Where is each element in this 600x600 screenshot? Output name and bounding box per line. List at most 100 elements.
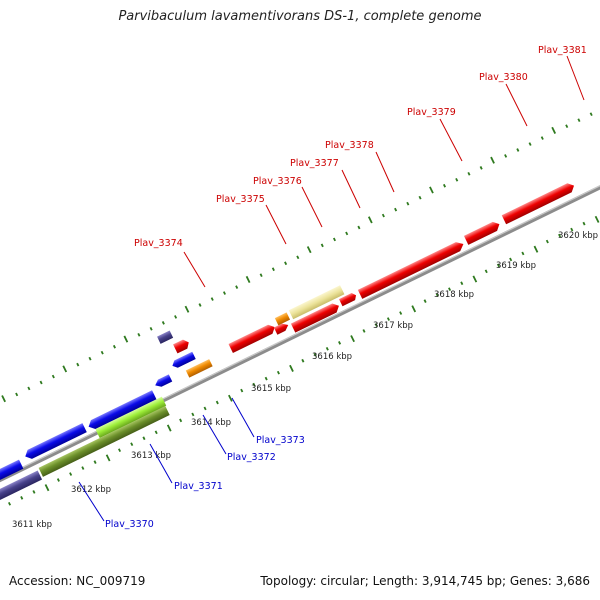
gene-label-plav-3380[interactable]: Plav_3380 bbox=[479, 72, 528, 83]
gene-label-plav-3370[interactable]: Plav_3370 bbox=[105, 519, 154, 530]
gene-arrow-red[interactable] bbox=[357, 239, 466, 299]
leader-line bbox=[439, 118, 463, 162]
gene-arrow-red[interactable] bbox=[463, 220, 502, 245]
minor-tick bbox=[577, 118, 581, 123]
major-tick bbox=[411, 305, 417, 313]
gene-arrow-orange[interactable] bbox=[274, 312, 291, 326]
minor-tick bbox=[51, 374, 55, 379]
minor-tick bbox=[161, 321, 165, 325]
gene-arrow-olive[interactable] bbox=[38, 406, 170, 477]
minor-tick bbox=[149, 327, 153, 331]
minor-tick bbox=[88, 356, 92, 361]
leader-line bbox=[341, 169, 361, 209]
gene-label-plav-3374[interactable]: Plav_3374 bbox=[134, 238, 183, 249]
minor-tick bbox=[345, 231, 349, 236]
minor-tick bbox=[179, 418, 183, 423]
map-title: Parvibaculum lavamentivorans DS-1, compl… bbox=[118, 9, 482, 24]
minor-tick bbox=[130, 442, 134, 447]
minor-tick bbox=[191, 412, 195, 417]
major-tick bbox=[166, 424, 172, 432]
minor-tick bbox=[374, 323, 378, 327]
minor-tick bbox=[301, 358, 305, 363]
accession-text: Accession: NC_009719 bbox=[9, 574, 146, 588]
gene-label-plav-3372[interactable]: Plav_3372 bbox=[227, 452, 276, 463]
minor-tick bbox=[56, 478, 60, 482]
gene-arrow-red[interactable] bbox=[273, 321, 290, 335]
gene-arrow-red[interactable] bbox=[290, 301, 341, 333]
gene-arrow-blue[interactable] bbox=[0, 459, 24, 485]
major-tick bbox=[551, 126, 557, 134]
minor-tick bbox=[460, 281, 464, 286]
gene-arrow-red[interactable] bbox=[501, 181, 576, 225]
gene-arrow-navy[interactable] bbox=[0, 470, 43, 505]
gene-arrow-blue[interactable] bbox=[153, 374, 173, 389]
gene-label-plav-3375[interactable]: Plav_3375 bbox=[216, 194, 265, 205]
gene-label-plav-3376[interactable]: Plav_3376 bbox=[253, 176, 302, 187]
minor-tick bbox=[484, 269, 488, 274]
minor-tick bbox=[582, 221, 586, 226]
major-tick bbox=[429, 186, 434, 194]
gene-arrow-red[interactable] bbox=[338, 292, 358, 307]
minor-tick bbox=[418, 195, 422, 200]
gene-arrow-red[interactable] bbox=[228, 323, 277, 354]
minor-tick bbox=[521, 251, 525, 256]
gene-arrow-orange[interactable] bbox=[185, 359, 213, 378]
kbp-label: 3617 kbp bbox=[373, 321, 413, 331]
minor-tick bbox=[589, 112, 593, 117]
gene-arrow-navy[interactable] bbox=[157, 330, 174, 344]
forward-gene-labels: Plav_3374 Plav_3375 Plav_3376 Plav_3377 … bbox=[134, 45, 587, 288]
major-tick bbox=[245, 275, 251, 283]
gene-label-plav-3373[interactable]: Plav_3373 bbox=[256, 435, 305, 446]
genome-strip bbox=[0, 112, 600, 506]
minor-tick bbox=[93, 460, 97, 464]
leader-line bbox=[301, 186, 323, 228]
minor-tick bbox=[118, 448, 122, 453]
minor-tick bbox=[338, 341, 342, 345]
gene-label-plav-3377[interactable]: Plav_3377 bbox=[290, 158, 339, 169]
gene-label-plav-3381[interactable]: Plav_3381 bbox=[538, 45, 587, 56]
minor-tick bbox=[8, 502, 12, 506]
minor-tick bbox=[442, 183, 447, 188]
minor-tick bbox=[222, 291, 226, 295]
major-tick bbox=[472, 275, 478, 283]
leader-line bbox=[265, 204, 287, 245]
gene-arrow-blue[interactable] bbox=[86, 390, 157, 431]
gene-arrow-blue[interactable] bbox=[171, 351, 196, 370]
major-tick bbox=[105, 454, 111, 462]
kbp-label: 3614 kbp bbox=[191, 418, 231, 428]
minor-tick bbox=[455, 177, 459, 182]
reverse-gene-labels: Plav_3370 Plav_3371 Plav_3372 Plav_3373 bbox=[78, 397, 305, 530]
minor-tick bbox=[565, 124, 569, 128]
kbp-label: 3615 kbp bbox=[251, 384, 291, 394]
gene-arrow-khaki[interactable] bbox=[288, 285, 345, 320]
major-tick bbox=[289, 364, 294, 372]
gene-label-plav-3371[interactable]: Plav_3371 bbox=[174, 481, 223, 492]
minor-tick bbox=[540, 136, 544, 140]
leader-line bbox=[231, 397, 255, 438]
minor-tick bbox=[496, 263, 500, 268]
gene-label-plav-3378[interactable]: Plav_3378 bbox=[325, 140, 374, 151]
gene-arrow-red[interactable] bbox=[173, 338, 191, 354]
minor-tick bbox=[467, 172, 471, 176]
minor-tick bbox=[545, 239, 549, 244]
minor-tick bbox=[357, 225, 361, 230]
kbp-labels: 3611 kbp 3612 kbp 3613 kbp 3614 kbp 3615… bbox=[12, 231, 598, 530]
minor-tick bbox=[32, 490, 36, 494]
leader-line bbox=[149, 443, 173, 484]
gene-label-plav-3379[interactable]: Plav_3379 bbox=[407, 107, 456, 118]
minor-tick bbox=[381, 213, 385, 218]
minor-tick bbox=[39, 380, 43, 385]
minor-tick bbox=[198, 303, 202, 307]
kbp-label: 3619 kbp bbox=[496, 261, 536, 271]
kbp-label: 3620 kbp bbox=[558, 231, 598, 241]
major-tick bbox=[490, 156, 495, 164]
gene-arrow-blue[interactable] bbox=[23, 423, 87, 461]
minor-tick bbox=[479, 166, 483, 170]
minor-tick bbox=[528, 142, 532, 146]
minor-tick bbox=[320, 243, 324, 248]
gene-arrow-lime[interactable] bbox=[95, 396, 167, 439]
major-tick bbox=[594, 215, 600, 223]
major-tick bbox=[44, 484, 50, 492]
kbp-label: 3611 kbp bbox=[12, 520, 52, 530]
